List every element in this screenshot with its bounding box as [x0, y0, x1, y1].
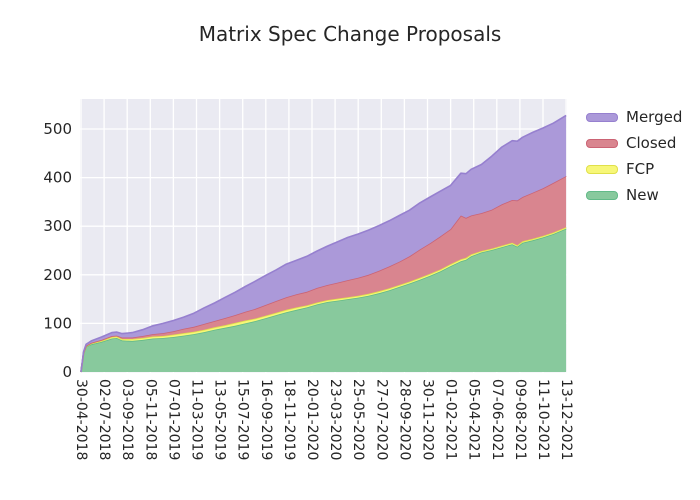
legend-item-merged: Merged	[586, 108, 682, 126]
legend-label-fcp: FCP	[626, 160, 655, 178]
new-swatch-icon	[586, 190, 618, 200]
chart-title: Matrix Spec Change Proposals	[198, 22, 502, 46]
x-tick-label: 01-02-2021	[443, 379, 459, 460]
x-tick-label: 07-06-2021	[489, 379, 505, 460]
x-tick-label: 18-11-2019	[281, 379, 297, 460]
y-tick-label: 0	[62, 363, 72, 381]
x-tick-label: 13-05-2019	[212, 379, 228, 460]
x-tick-label: 05-04-2021	[466, 379, 482, 460]
x-tick-label: 13-12-2021	[558, 379, 574, 460]
legend-label-closed: Closed	[626, 134, 677, 152]
y-tick-label: 500	[43, 120, 72, 138]
x-tick-label: 20-01-2020	[304, 379, 320, 460]
x-tick-label: 11-03-2019	[189, 379, 205, 460]
x-tick-label: 27-07-2020	[373, 379, 389, 460]
fcp-swatch-icon	[586, 164, 618, 174]
x-tick-label: 09-08-2021	[512, 379, 528, 460]
edge-merged	[80, 114, 567, 373]
y-tick-label: 300	[43, 217, 72, 235]
x-tick-label: 05-11-2018	[142, 379, 158, 460]
x-tick-label: 03-09-2018	[119, 379, 135, 460]
y-tick-label: 100	[43, 314, 72, 332]
y-tick-label: 200	[43, 266, 72, 284]
y-tick-label: 400	[43, 169, 72, 187]
legend: Merged Closed FCP New	[586, 108, 682, 204]
x-tick-label: 30-11-2020	[420, 379, 436, 460]
x-tick-label: 16-09-2019	[258, 379, 274, 460]
x-tick-label: 11-10-2021	[535, 379, 551, 460]
x-tick-label: 07-01-2019	[165, 379, 181, 460]
legend-label-new: New	[626, 186, 659, 204]
legend-item-new: New	[586, 186, 682, 204]
legend-item-closed: Closed	[586, 134, 682, 152]
x-tick-label: 23-03-2020	[327, 379, 343, 460]
area-new	[81, 228, 567, 372]
legend-item-fcp: FCP	[586, 160, 682, 178]
x-tick-label: 30-04-2018	[73, 379, 89, 460]
closed-swatch-icon	[586, 138, 618, 148]
x-tick-label: 28-09-2020	[396, 379, 412, 460]
x-tick-label: 02-07-2018	[96, 379, 112, 460]
x-tick-label: 15-07-2019	[235, 379, 251, 460]
merged-swatch-icon	[586, 112, 618, 122]
x-tick-label: 25-05-2020	[350, 379, 366, 460]
legend-label-merged: Merged	[626, 108, 683, 126]
